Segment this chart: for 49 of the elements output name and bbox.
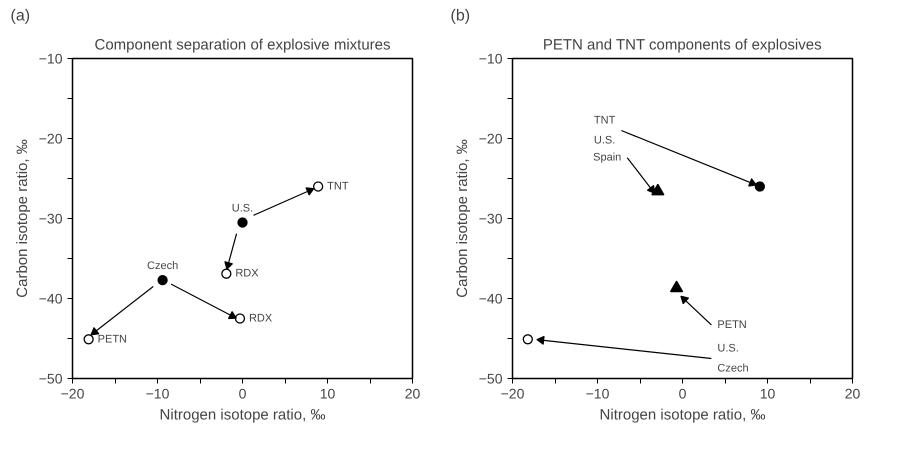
y-tick-label: −20 [38, 130, 63, 146]
text: (b) [450, 8, 470, 24]
x-tick-label: 20 [404, 386, 420, 402]
annotation: RDX [235, 268, 260, 280]
point [234, 313, 246, 324]
annotation: PETN [717, 318, 747, 331]
y-tick-label: −40 [38, 290, 63, 306]
annotation: U.S. [232, 202, 254, 214]
x-tick-label: 10 [760, 386, 776, 402]
point [84, 334, 94, 344]
y-tick-label: −10 [478, 50, 503, 66]
point [237, 217, 248, 228]
point [670, 280, 684, 292]
chart-title: Component separation of explosive mixtures [94, 36, 391, 54]
x-axis-title: Nitrogen isotope ratio, ‰ [600, 406, 766, 424]
y-tick-label: −30 [38, 210, 63, 226]
point [522, 334, 533, 344]
annotation: U.S. [594, 134, 616, 146]
annotation: TNT [327, 180, 349, 192]
y-tick-label: −10 [38, 50, 63, 66]
annotation: Spain [593, 152, 622, 164]
y-tick-label: −50 [478, 370, 503, 386]
annotation: Czech [147, 260, 178, 272]
text: (a) [10, 8, 30, 24]
x-tick-label: 20 [844, 386, 860, 402]
x-axis-title: Nitrogen isotope ratio, ‰ [160, 406, 326, 424]
x-tick-label: 10 [320, 386, 336, 402]
x-tick-label: −10 [146, 386, 170, 402]
x-tick-label: −20 [500, 386, 525, 402]
x-tick-label: −10 [586, 386, 610, 402]
chart-title: PETN and TNT components of explosives [542, 36, 822, 54]
point [313, 181, 324, 192]
point [221, 268, 232, 279]
annotation: PETN [98, 333, 128, 346]
y-tick-label: −40 [478, 290, 503, 306]
x-tick-label: 0 [238, 386, 247, 402]
y-axis-title: Carbon isotope ratio, ‰ [14, 139, 31, 298]
annotation: Czech [717, 362, 749, 374]
annotation: TNT [594, 114, 616, 126]
x-tick-label: 0 [678, 386, 687, 402]
y-tick-label: −20 [478, 130, 503, 146]
point [754, 181, 765, 192]
annotation: U.S. [717, 342, 739, 354]
y-tick-label: −50 [38, 370, 63, 386]
y-axis-title: Carbon isotope ratio, ‰ [454, 139, 471, 298]
point [157, 274, 168, 286]
y-tick-label: −30 [478, 210, 503, 226]
annotation: RDX [248, 312, 273, 324]
x-tick-label: −20 [60, 386, 85, 402]
